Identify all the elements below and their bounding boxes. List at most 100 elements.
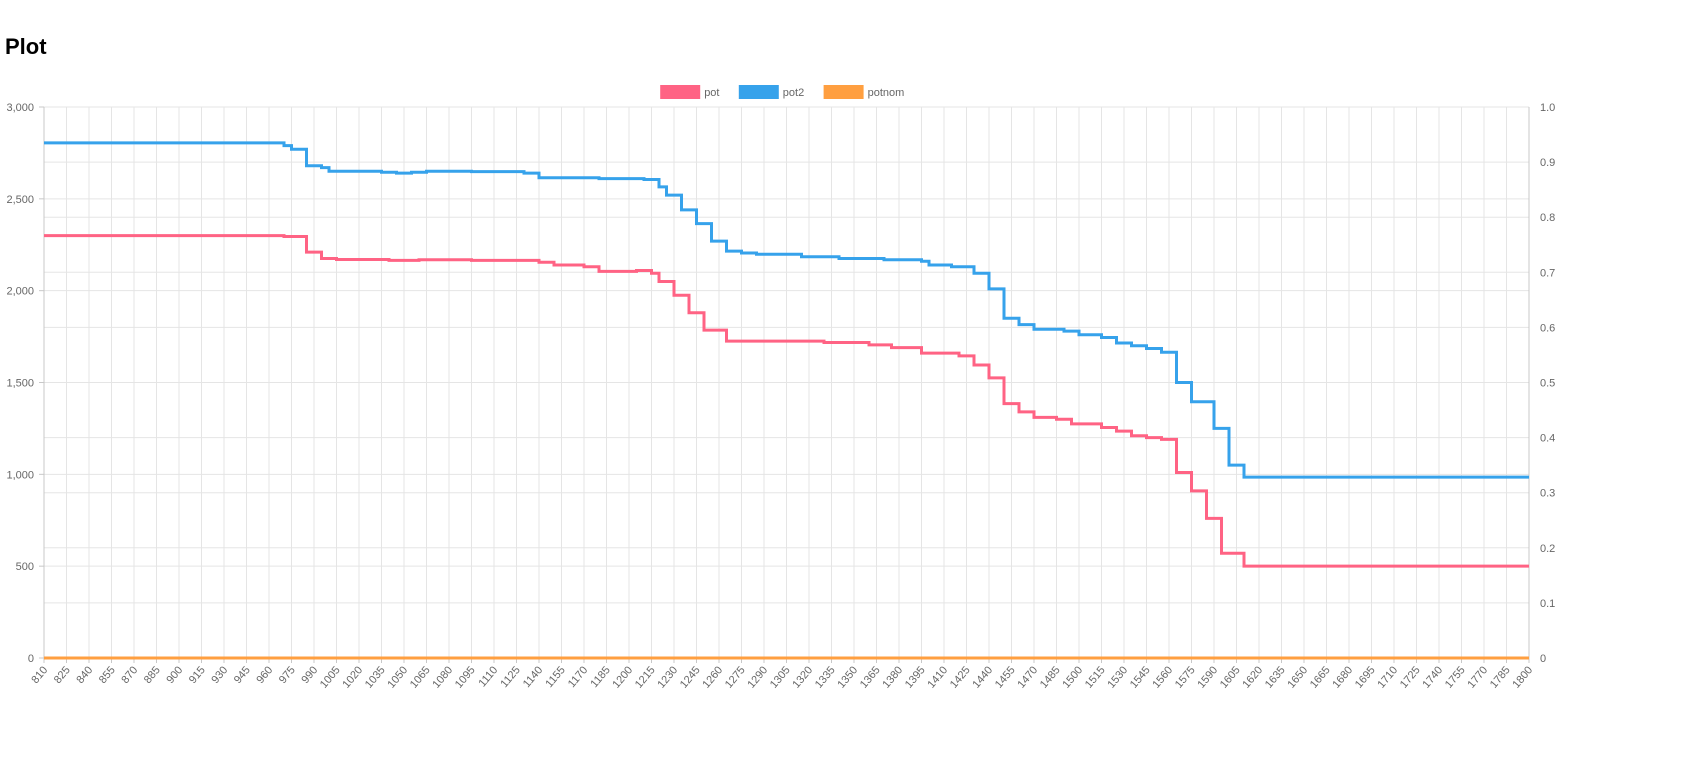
right-axis-tick-label: 0.8 — [1540, 212, 1555, 224]
right-axis-tick-label: 0.1 — [1540, 598, 1555, 610]
x-axis-tick-label: 900 — [164, 664, 185, 686]
x-axis-tick-label: 1020 — [340, 664, 365, 690]
x-axis-tick-label: 1740 — [1420, 664, 1445, 690]
x-axis-tick-label: 1395 — [903, 664, 928, 690]
x-axis-tick-label: 1455 — [993, 664, 1018, 690]
right-axis-tick-label: 0.2 — [1540, 543, 1555, 555]
x-axis-tick-label: 1770 — [1465, 664, 1490, 690]
x-axis-tick-label: 1065 — [408, 664, 433, 690]
right-axis-tick-label: 0.4 — [1540, 433, 1555, 445]
x-axis-tick-label: 1560 — [1150, 664, 1175, 690]
right-axis-tick-label: 0 — [1540, 653, 1546, 665]
x-axis-tick-label: 1200 — [610, 664, 635, 690]
x-axis-tick-label: 1410 — [925, 664, 950, 690]
left-axis-tick-label: 500 — [16, 561, 34, 573]
x-axis-tick-label: 1155 — [543, 664, 567, 690]
x-axis-tick-label: 1245 — [678, 664, 703, 690]
legend-item-pot[interactable]: pot — [660, 85, 719, 99]
x-axis-tick-label: 885 — [142, 664, 163, 686]
x-axis-tick-label: 1725 — [1398, 664, 1423, 690]
legend-swatch — [660, 85, 701, 99]
left-axis-tick-label: 1,000 — [6, 469, 34, 481]
x-axis-tick-label: 1035 — [363, 664, 388, 690]
x-axis-tick-label: 1530 — [1105, 664, 1130, 690]
legend-label: pot — [704, 87, 719, 99]
x-axis-tick-label: 1335 — [813, 664, 838, 690]
right-axis-tick-label: 0.7 — [1540, 267, 1555, 279]
x-axis-tick-label: 1215 — [633, 664, 658, 690]
legend-swatch — [738, 85, 779, 99]
series-lines — [44, 141, 1529, 660]
left-axis-tick-label: 2,000 — [6, 286, 34, 298]
x-axis-tick-label: 1575 — [1173, 664, 1198, 690]
x-axis-tick-label: 870 — [119, 664, 140, 686]
left-axis-tick-label: 2,500 — [6, 194, 34, 206]
x-axis-tick-label: 1485 — [1038, 664, 1063, 690]
left-axis-tick-label: 0 — [28, 653, 34, 665]
x-axis-tick-label: 1515 — [1083, 664, 1108, 690]
right-axis-tick-label: 0.9 — [1540, 157, 1555, 169]
x-axis-tick-label: 855 — [97, 664, 118, 686]
x-axis-tick-label: 840 — [74, 664, 95, 686]
grid-lines — [43, 106, 1530, 659]
x-axis-tick-label: 1110 — [476, 664, 500, 689]
x-axis-tick-label: 1500 — [1060, 664, 1085, 690]
x-axis-tick-label: 975 — [277, 664, 298, 686]
x-axis-tick-label: 1590 — [1195, 664, 1220, 690]
x-axis-tick-label: 1665 — [1308, 664, 1333, 690]
x-axis-tick-label: 1260 — [700, 664, 725, 690]
x-axis-tick-label: 1230 — [655, 664, 680, 690]
x-axis-tick-label: 1365 — [858, 664, 883, 690]
right-axis-tick-label: 0.5 — [1540, 378, 1555, 390]
x-axis-tick-label: 1695 — [1353, 664, 1378, 690]
x-axis-tick-label: 1140 — [521, 664, 545, 690]
left-axis-tick-label: 1,500 — [6, 378, 34, 390]
page-title: Plot — [5, 34, 47, 59]
x-axis-tick-label: 1350 — [835, 664, 860, 690]
x-axis-tick-label: 1320 — [790, 664, 815, 690]
x-axis-tick-label: 1290 — [745, 664, 770, 690]
x-axis-tick-label: 1605 — [1218, 664, 1243, 690]
x-axis-tick-label: 1380 — [880, 664, 905, 690]
x-axis-tick-label: 1005 — [318, 664, 343, 690]
x-axis-tick-label: 1170 — [566, 664, 590, 690]
x-axis-tick-label: 1425 — [948, 664, 973, 690]
right-axis-tick-label: 1.0 — [1540, 102, 1555, 114]
x-axis-tick-label: 960 — [254, 664, 275, 686]
x-axis-tick-label: 1800 — [1510, 664, 1535, 690]
legend: pot pot2 potnom — [660, 85, 904, 99]
x-axis-tick-label: 1125 — [498, 664, 522, 690]
x-axis-tick-label: 1635 — [1263, 664, 1288, 690]
x-axis-tick-label: 1710 — [1375, 664, 1400, 690]
axes: 0 0.1 0.2 0.3 0.4 0.5 0.6 0.7 0.8 0.9 1.0 0 500 1,000… — [6, 102, 1555, 691]
x-axis-tick-label: 1275 — [723, 664, 748, 690]
x-axis-tick-label: 1755 — [1443, 664, 1468, 690]
legend-item-pot2[interactable]: pot2 — [738, 85, 804, 99]
x-axis-tick-label: 825 — [52, 664, 73, 686]
x-axis-tick-label: 1620 — [1240, 664, 1265, 690]
x-axis-tick-label: 1080 — [430, 664, 455, 690]
legend-label: potnom — [868, 87, 905, 99]
x-axis-tick-label: 1470 — [1015, 664, 1040, 690]
legend-swatch — [823, 85, 864, 99]
left-axis-tick-label: 3,000 — [6, 102, 34, 114]
legend-label: pot2 — [783, 87, 804, 99]
legend-item-potnom[interactable]: potnom — [823, 85, 905, 99]
right-axis-tick-label: 0.6 — [1540, 322, 1555, 334]
x-axis-tick-label: 1680 — [1330, 664, 1355, 690]
x-axis-tick-label: 930 — [209, 664, 230, 686]
x-axis-tick-label: 945 — [232, 664, 253, 686]
x-axis-tick-label: 1305 — [768, 664, 793, 690]
series-line-pot — [44, 234, 1529, 568]
x-axis-tick-label: 1785 — [1488, 664, 1513, 690]
x-axis-tick-label: 1185 — [588, 664, 612, 690]
x-axis-tick-label: 1440 — [970, 664, 995, 690]
x-axis-tick-label: 1095 — [453, 664, 478, 690]
series-line-pot2 — [44, 141, 1529, 479]
x-axis-tick-label: 915 — [187, 664, 208, 686]
x-axis-tick-label: 810 — [29, 664, 50, 686]
x-axis-tick-label: 1545 — [1128, 664, 1153, 690]
x-axis-tick-label: 1650 — [1285, 664, 1310, 690]
